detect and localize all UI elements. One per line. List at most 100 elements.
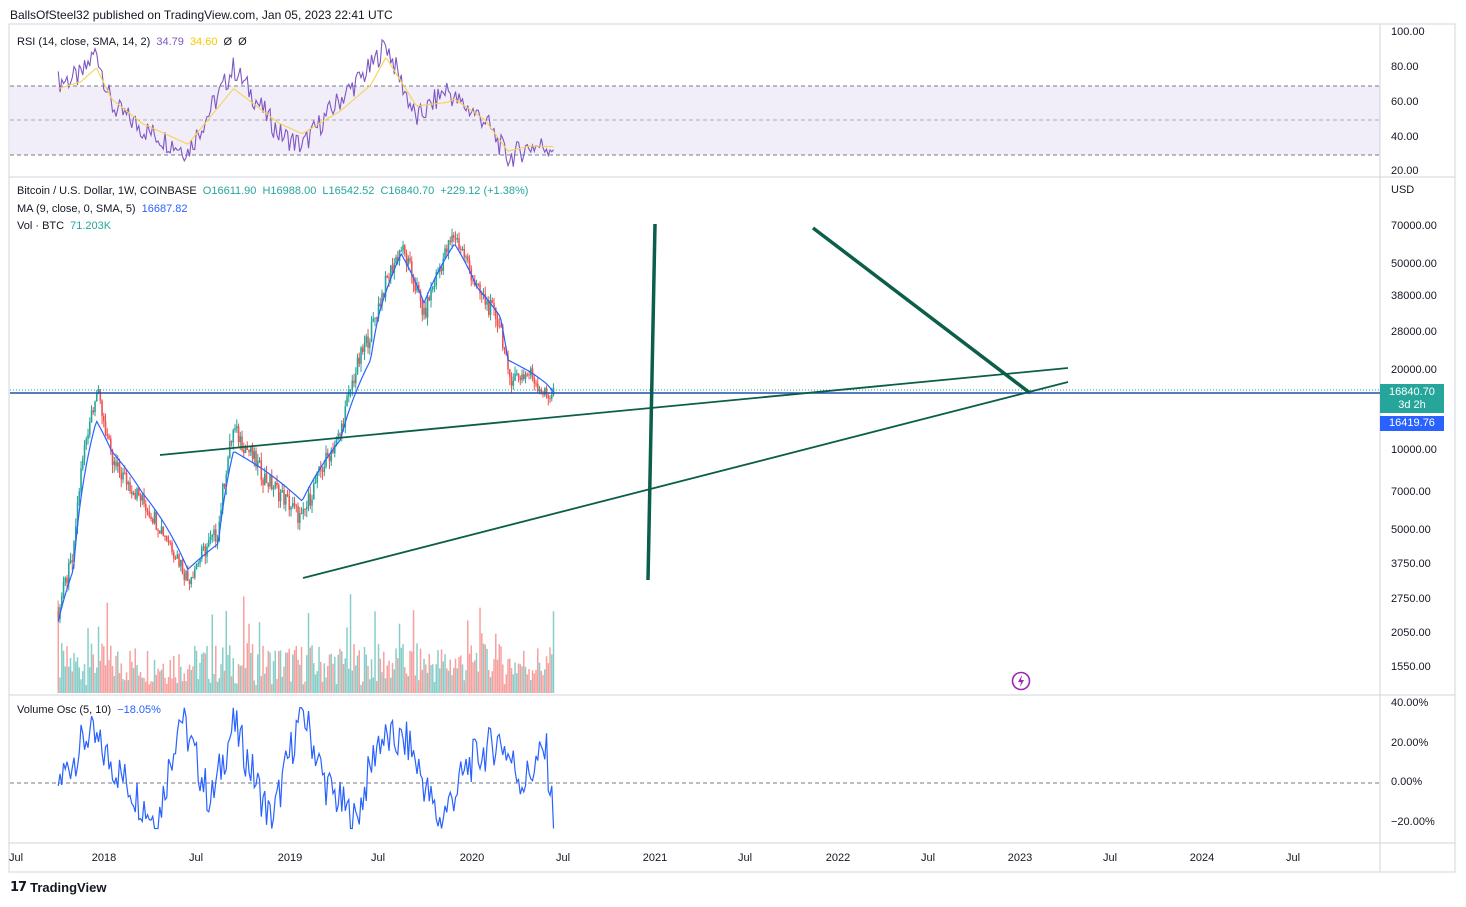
last-price-tag[interactable]: 16840.70 3d 2h	[1380, 384, 1444, 413]
osc-axis-label: 0.00%	[1391, 776, 1423, 788]
publisher-line: BallsOfSteel32 published on TradingView.…	[10, 8, 393, 22]
volume-bar	[407, 676, 410, 693]
ma-price-tag[interactable]: 16419.76	[1380, 416, 1444, 431]
osc-axis-label: 20.00%	[1391, 737, 1429, 749]
price-legend[interactable]: Bitcoin / U.S. Dollar, 1W, COINBASE O166…	[17, 185, 531, 197]
volume-bar	[346, 627, 348, 693]
volume-bar	[470, 645, 473, 693]
candle-body	[69, 560, 72, 563]
volume-bar	[503, 684, 506, 693]
candle-body	[491, 300, 494, 304]
candle-body	[155, 512, 158, 530]
candle-body	[472, 280, 474, 282]
volume-bar	[309, 647, 312, 693]
candle-body	[262, 479, 264, 485]
volume-bar	[62, 650, 65, 693]
volume-bar	[267, 650, 270, 693]
volume-bar	[498, 644, 501, 693]
volume-legend[interactable]: Vol · BTC 71.203K	[17, 220, 114, 232]
volume-bar	[283, 666, 285, 693]
volume-bar	[141, 677, 144, 693]
last-price-value: 16840.70	[1389, 386, 1435, 398]
candle-body	[302, 508, 305, 514]
candle-body	[160, 526, 163, 534]
volume-bar	[222, 647, 224, 693]
candle-body	[136, 488, 138, 499]
price-change: +229.12 (+1.38%)	[440, 185, 529, 197]
volume-bar	[131, 661, 133, 693]
volume-bar	[213, 673, 215, 693]
candle-body	[507, 355, 509, 370]
candle-body	[512, 380, 515, 386]
volume-bar	[465, 670, 467, 693]
candle-body	[388, 277, 390, 279]
volume-bar	[523, 650, 525, 693]
candle-body	[274, 482, 277, 488]
candle-body	[333, 444, 336, 454]
volume-bar	[384, 678, 387, 693]
candle-body	[358, 357, 361, 364]
rsi-legend[interactable]: RSI (14, close, SMA, 14, 2) 34.79 34.60 …	[17, 36, 250, 48]
osc-legend-title: Volume Osc (5, 10)	[17, 704, 112, 716]
osc-axis-label: −20.00%	[1391, 816, 1435, 828]
ma-legend[interactable]: MA (9, close, 0, SMA, 5) 16687.82	[17, 203, 191, 215]
volume-bar	[510, 668, 513, 693]
volume-bar	[488, 670, 490, 693]
candle-body	[204, 546, 207, 557]
volume-bar	[453, 667, 455, 693]
osc-legend[interactable]: Volume Osc (5, 10) −18.05%	[17, 704, 164, 716]
volume-bar	[524, 666, 527, 693]
volume-bars	[57, 594, 555, 693]
candle-body	[524, 374, 527, 379]
volume-value: 71.203K	[70, 220, 112, 232]
volume-bar	[269, 652, 271, 693]
candle-body	[291, 503, 294, 508]
volume-bar	[538, 662, 541, 693]
candle-body	[141, 494, 144, 501]
volume-bar	[547, 663, 550, 693]
candle-body	[246, 446, 249, 450]
tradingview-logo[interactable]: 17 TradingView	[10, 880, 106, 895]
volume-bar	[351, 670, 354, 693]
ohlc-open: O16611.90	[202, 185, 257, 197]
volume-bar	[358, 650, 361, 693]
trendline-upper-wedge	[159, 367, 1069, 456]
candle-body	[503, 348, 506, 350]
candle-body	[293, 503, 296, 506]
candle-body	[468, 260, 471, 269]
price-axis-label: 1550.00	[1391, 661, 1431, 673]
volume-bar	[220, 664, 222, 693]
volume-bar	[180, 666, 182, 693]
volume-bar	[87, 628, 89, 693]
candle-body	[494, 307, 497, 320]
tradingview-brand: TradingView	[30, 880, 107, 895]
candle-body	[526, 374, 529, 376]
candle-body	[335, 436, 338, 445]
osc-value: −18.05%	[117, 704, 161, 716]
volume-bar	[533, 673, 536, 693]
candle-body	[260, 460, 263, 480]
candle-body	[211, 534, 214, 537]
volume-bar	[278, 651, 280, 693]
candle-body	[125, 472, 128, 485]
rsi-series	[57, 38, 554, 168]
candle-body	[167, 540, 170, 543]
candle-body	[214, 529, 217, 542]
volume-bar	[391, 663, 394, 693]
candle-body	[391, 265, 394, 274]
volume-bar	[325, 677, 327, 693]
volume-bar	[173, 655, 175, 693]
volume-osc-line	[57, 707, 555, 830]
candle-body	[202, 546, 205, 548]
candle-body	[132, 492, 135, 495]
candle-body	[207, 540, 210, 547]
volume-bar	[76, 657, 79, 693]
candle-body	[543, 388, 546, 395]
candle-body	[106, 433, 109, 436]
volume-bar	[531, 670, 534, 693]
volume-bar	[169, 660, 172, 693]
candle-body	[428, 297, 431, 301]
candle-body	[109, 438, 112, 451]
candle-body	[339, 433, 341, 436]
